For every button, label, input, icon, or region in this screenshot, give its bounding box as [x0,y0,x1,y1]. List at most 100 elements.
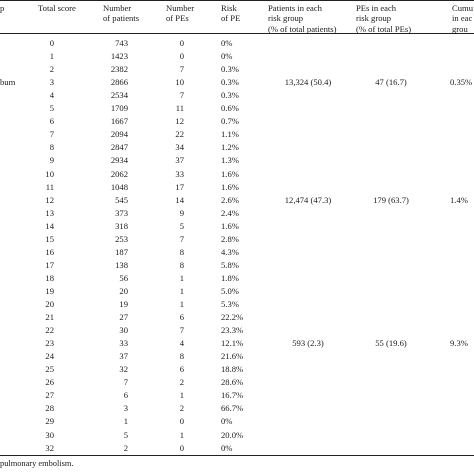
cell-total-score: 20 [45,299,54,309]
cell-risk-of-pe: 18.8% [221,364,244,375]
cell-number-of-patients: 2934 [110,155,128,166]
header-first-col: p [0,3,5,13]
cell-risk-of-pe: 0% [221,442,233,453]
cell-number-of-pes: 8 [179,259,184,270]
cell-total-score: 12 [45,194,54,205]
cell-total-score: 5 [49,103,54,114]
cell-number-of-pes: 1 [179,299,184,309]
cell-number-of-pes: 17 [175,181,184,192]
cell-risk-of-pe: 12.1% [221,338,244,349]
cell-total-score: 25 [45,364,54,375]
cell-total-score: 11 [45,181,54,192]
cell-number-of-patients: 2062 [110,168,128,179]
cell-number-of-patients: 1 [123,416,128,427]
cell-risk-of-pe: 0% [221,38,233,48]
cell-number-of-pes: 7 [179,90,184,101]
cell-risk-of-pe: 2.8% [221,233,239,244]
bottom-rule [0,455,474,456]
cell-total-score: 6 [49,116,54,127]
cell-risk-of-pe: 1.1% [221,129,239,140]
cell-number-of-pes: 9 [179,207,184,218]
cell-number-of-pes: 2 [179,377,184,388]
cell-number-of-pes: 0 [179,51,184,62]
cell-risk-of-pe: 0% [221,416,233,427]
cell-number-of-patients: 1423 [110,51,128,62]
header-risk-of-pe: Risk of PE [221,3,241,24]
cell-number-of-pes: 12 [175,116,184,127]
cell-number-of-pes: 37 [175,155,184,166]
cell-number-of-pes: 0 [179,38,184,48]
cell-number-of-patients: 373 [115,207,128,218]
cell-risk-of-pe: 5.0% [221,285,239,296]
cell-total-score: 23 [45,338,54,349]
cell-number-of-pes: 7 [179,325,184,336]
cell-total-score: 13 [45,207,54,218]
cell-group-pes: 47 (16.7) [375,77,407,88]
cell-risk-of-pe: 0.3% [221,90,239,101]
cell-total-score: 7 [49,129,54,140]
cell-risk-of-pe: 5.8% [221,259,239,270]
cell-number-of-patients: 2847 [110,142,128,153]
cell-number-of-patients: 19 [119,299,128,309]
cell-number-of-pes: 1 [179,272,184,283]
cell-number-of-patients: 138 [115,259,128,270]
cell-group-patients: 13,324 (50.4) [284,77,332,88]
cell-total-score: 4 [49,90,54,101]
cell-number-of-patients: 2534 [110,90,128,101]
cell-number-of-pes: 33 [175,168,184,179]
cell-number-of-patients: 32 [119,364,128,375]
cell-total-score: 26 [45,377,54,388]
cell-risk-of-pe: 23.3% [221,325,244,336]
cell-number-of-pes: 7 [179,64,184,75]
cell-number-of-patients: 187 [115,246,128,257]
cell-total-score: 17 [45,259,54,270]
cell-number-of-pes: 1 [179,429,184,440]
cell-total-score: 10 [45,168,54,179]
cell-total-score: 32 [45,442,54,453]
cell-number-of-patients: 5 [123,429,128,440]
cell-risk-of-pe: 1.6% [221,168,239,179]
cell-risk-of-pe: 1.6% [221,181,239,192]
cell-total-score: 22 [45,325,54,336]
cell-number-of-pes: 0 [179,416,184,427]
cell-group-patients: 593 (2.3) [292,338,324,349]
cell-number-of-patients: 56 [119,272,128,283]
top-rule [0,0,474,1]
cell-number-of-pes: 4 [179,338,184,349]
cell-risk-of-pe: 4.3% [221,246,239,257]
cell-number-of-patients: 37 [119,351,128,362]
cell-number-of-patients: 33 [119,338,128,349]
cell-risk-of-pe: 28.6% [221,377,244,388]
cell-risk-of-pe: 5.3% [221,299,239,309]
cell-number-of-patients: 7 [123,377,128,388]
cell-number-of-patients: 253 [115,233,128,244]
cell-number-of-pes: 2 [179,403,184,414]
cell-total-score: 0 [49,38,54,48]
cell-total-score: 3 [49,77,54,88]
cell-risk-of-pe: 22.2% [221,312,244,323]
cell-number-of-pes: 7 [179,233,184,244]
cell-number-of-patients: 2866 [110,77,128,88]
footnote: pulmonary embolism. [0,459,74,468]
cell-number-of-pes: 1 [179,390,184,401]
cell-number-of-patients: 20 [119,285,128,296]
cell-number-of-patients: 2382 [110,64,128,75]
cell-total-score: 2 [49,64,54,75]
cell-total-score: 27 [45,390,54,401]
cell-total-score: 16 [45,246,54,257]
cell-number-of-pes: 1 [179,285,184,296]
header-cumulative: Cumu in eac grou [452,3,474,34]
cell-risk-of-pe: 0% [221,51,233,62]
cell-group-cumulative: 1.4% [450,194,468,205]
cell-risk-of-pe: 1.8% [221,272,239,283]
cell-number-of-patients: 1048 [110,181,128,192]
cell-number-of-patients: 2 [123,442,128,453]
cell-risk-of-pe: 16.7% [221,390,244,401]
cell-number-of-patients: 6 [123,390,128,401]
cell-total-score: 21 [45,312,54,323]
cell-number-of-pes: 6 [179,312,184,323]
cell-risk-of-pe: 0.3% [221,77,239,88]
cell-total-score: 15 [45,233,54,244]
cell-risk-of-pe: 1.6% [221,220,239,231]
